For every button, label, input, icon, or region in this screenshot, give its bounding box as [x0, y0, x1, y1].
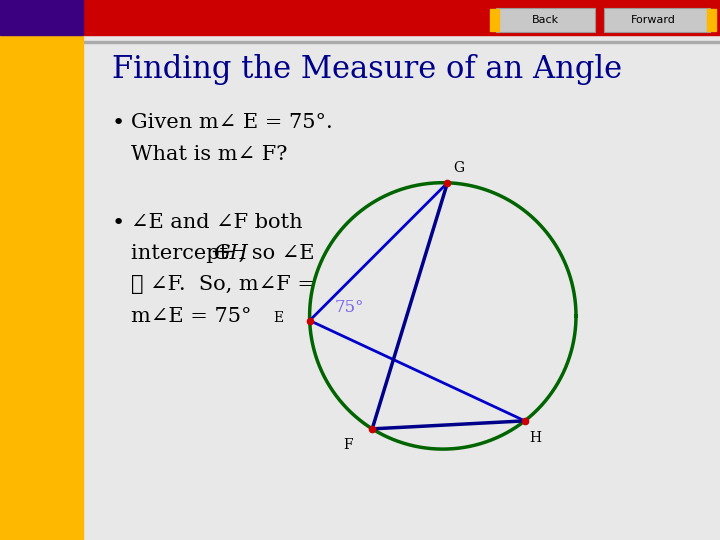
- Bar: [83, 41, 720, 43]
- Text: E: E: [274, 312, 284, 326]
- FancyBboxPatch shape: [604, 8, 710, 32]
- Text: intercept: intercept: [131, 244, 235, 263]
- Text: F: F: [343, 438, 353, 452]
- Text: ≅ ∠F.  So, m∠F =: ≅ ∠F. So, m∠F =: [131, 275, 315, 294]
- FancyBboxPatch shape: [496, 8, 595, 32]
- Bar: [707, 9, 716, 31]
- Text: •: •: [112, 113, 125, 133]
- Bar: [0, 0, 720, 35]
- Text: ∠E and ∠F both: ∠E and ∠F both: [131, 213, 302, 232]
- Text: 75°: 75°: [335, 299, 364, 315]
- Text: H: H: [529, 431, 541, 445]
- Text: GH: GH: [213, 244, 248, 263]
- Text: m∠E = 75°: m∠E = 75°: [131, 307, 251, 326]
- Text: What is m∠ F?: What is m∠ F?: [131, 145, 287, 164]
- Text: G: G: [453, 161, 464, 174]
- Bar: [490, 9, 499, 31]
- Bar: [0, 0, 83, 35]
- Bar: [0, 35, 83, 540]
- Text: Back: Back: [531, 15, 559, 25]
- Text: Finding the Measure of an Angle: Finding the Measure of an Angle: [112, 54, 622, 85]
- Text: Forward: Forward: [631, 15, 676, 25]
- Text: Given m∠ E = 75°.: Given m∠ E = 75°.: [131, 113, 333, 132]
- Text: •: •: [112, 213, 125, 233]
- Text: , so ∠E: , so ∠E: [232, 244, 315, 263]
